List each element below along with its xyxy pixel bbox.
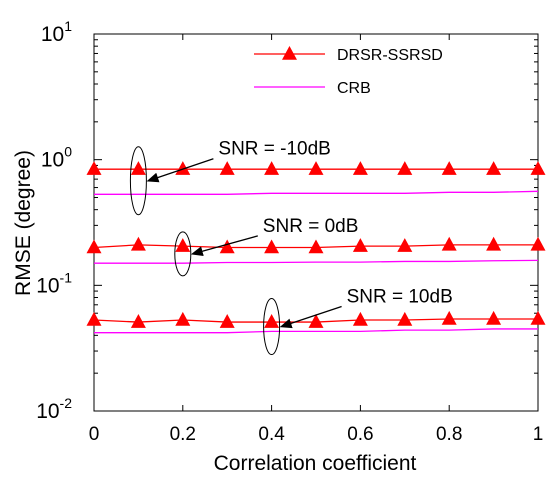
data-point-triangle (219, 239, 235, 254)
plot-border (93, 33, 539, 412)
data-point-triangle (530, 310, 546, 325)
x-tick-label: 0.6 (347, 424, 373, 445)
data-point-triangle (264, 314, 280, 328)
series-line-crb-3 (94, 259, 539, 264)
data-point-triangle (130, 236, 146, 251)
annotation-ellipse (174, 231, 192, 277)
data-point-triangle (441, 310, 457, 325)
data-point-triangle (486, 236, 502, 251)
x-tick-label: 0.2 (170, 424, 196, 445)
data-point-triangle (397, 161, 413, 175)
data-point-triangle (530, 236, 546, 251)
data-point-triangle (352, 311, 368, 326)
data-point-triangle (397, 311, 413, 326)
annotation-ellipse (263, 298, 281, 356)
data-point-triangle (530, 161, 546, 175)
data-point-triangle (219, 314, 235, 328)
plot-frame (93, 33, 539, 412)
data-point-triangle (308, 239, 324, 254)
series-line-crb-5 (94, 328, 538, 334)
data-point-triangle (130, 161, 146, 175)
x-axis-ticks: 0 0.2 0.4 0.6 0.8 1 (89, 34, 544, 445)
y-axis-label: RMSE (degree) (12, 150, 35, 296)
data-point-triangle (175, 238, 191, 252)
data-point-triangle (264, 161, 280, 175)
data-point-triangle (264, 239, 280, 254)
x-tick-label: 0.8 (436, 424, 462, 445)
series-line-crb-1 (94, 190, 539, 195)
data-point-triangle (86, 239, 102, 254)
data-point-triangle (308, 314, 324, 328)
data-point-triangle (175, 161, 191, 175)
annotation-label: SNR = 10dB (347, 287, 453, 308)
annotation-label: SNR = -10dB (218, 139, 330, 160)
y-tick-label: 10-2 (36, 395, 72, 423)
x-axis-label: Correlation coefficient (214, 452, 417, 475)
y-axis-ticks: 10-2 10-1 100 101 (36, 18, 538, 423)
data-point-triangle (397, 238, 413, 252)
annotation-arrow (279, 305, 342, 329)
data-point-triangle (86, 161, 102, 175)
annotation-layer: SNR = -10dB SNR = 0dB SNR = 10dB (129, 139, 453, 356)
annotation-arrow (190, 235, 258, 257)
legend: DRSR-SSRSD CRB (254, 45, 443, 97)
legend-label: CRB (337, 80, 371, 97)
y-tick-label: 10-1 (36, 269, 72, 297)
data-point-triangle (308, 161, 324, 175)
data-point-triangle (441, 236, 457, 251)
series-layer (86, 161, 546, 334)
data-point-triangle (86, 311, 102, 326)
annotation-ellipse (129, 146, 147, 216)
legend-label: DRSR-SSRSD (337, 47, 443, 64)
data-point-triangle (175, 311, 191, 326)
data-point-triangle (352, 238, 368, 252)
data-point-triangle (130, 314, 146, 328)
annotation-arrow (146, 158, 214, 183)
annotation-label: SNR = 0dB (263, 216, 359, 237)
data-point-triangle (219, 161, 235, 175)
data-point-triangle (441, 161, 457, 175)
data-point-triangle (486, 161, 502, 175)
data-point-triangle (352, 161, 368, 175)
legend-marker-triangle (282, 45, 297, 60)
x-tick-label: 0 (89, 424, 100, 445)
data-point-triangle (486, 310, 502, 325)
x-tick-label: 0.4 (258, 424, 285, 445)
x-tick-label: 1 (533, 424, 544, 445)
y-tick-label: 100 (41, 144, 72, 172)
y-tick-label: 101 (41, 18, 72, 46)
